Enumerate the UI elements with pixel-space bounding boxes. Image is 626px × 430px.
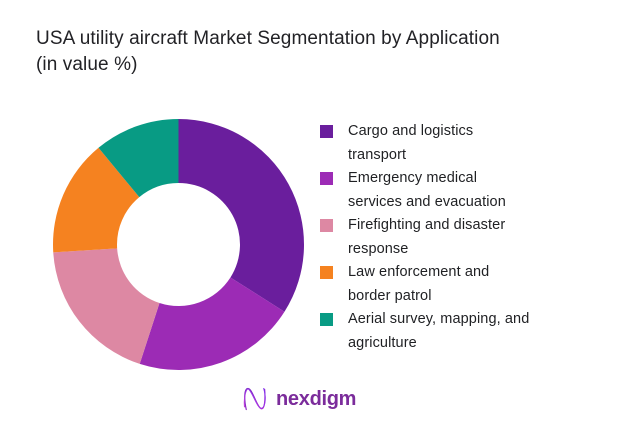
donut-chart <box>53 119 304 371</box>
donut-slice-2 <box>53 248 160 364</box>
legend-item-0: Cargo and logistics transport <box>320 120 570 167</box>
legend-swatch-0 <box>320 125 333 138</box>
legend-swatch-2 <box>320 219 333 232</box>
nexdigm-logo-text: nexdigm <box>276 387 357 410</box>
donut-slice-3 <box>53 147 140 253</box>
chart-legend: Cargo and logistics transport Emergency m… <box>320 120 570 355</box>
chart-title: USA utility aircraft Market Segmentation… <box>36 28 500 75</box>
legend-label-3: Law enforcement and border patrol <box>348 264 490 304</box>
legend-label-0: Cargo and logistics transport <box>348 123 474 163</box>
legend-label-4: Aerial survey, mapping, and agriculture <box>348 311 530 351</box>
donut-slice-1 <box>139 277 285 371</box>
legend-item-3: Law enforcement and border patrol <box>320 261 570 308</box>
legend-item-2: Firefighting and disaster response <box>320 214 570 261</box>
legend-swatch-4 <box>320 313 333 326</box>
brand-footer: nexdigm <box>241 383 356 415</box>
legend-swatch-3 <box>320 266 333 279</box>
donut-slice-0 <box>178 119 304 312</box>
legend-swatch-1 <box>320 172 333 185</box>
legend-item-4: Aerial survey, mapping, and agriculture <box>320 308 570 355</box>
legend-item-1: Emergency medical services and evacuatio… <box>320 167 570 214</box>
nexdigm-logo-icon <box>243 387 266 411</box>
legend-label-2: Firefighting and disaster response <box>348 217 506 257</box>
legend-label-1: Emergency medical services and evacuatio… <box>348 170 506 210</box>
donut-slice-4 <box>98 119 179 198</box>
